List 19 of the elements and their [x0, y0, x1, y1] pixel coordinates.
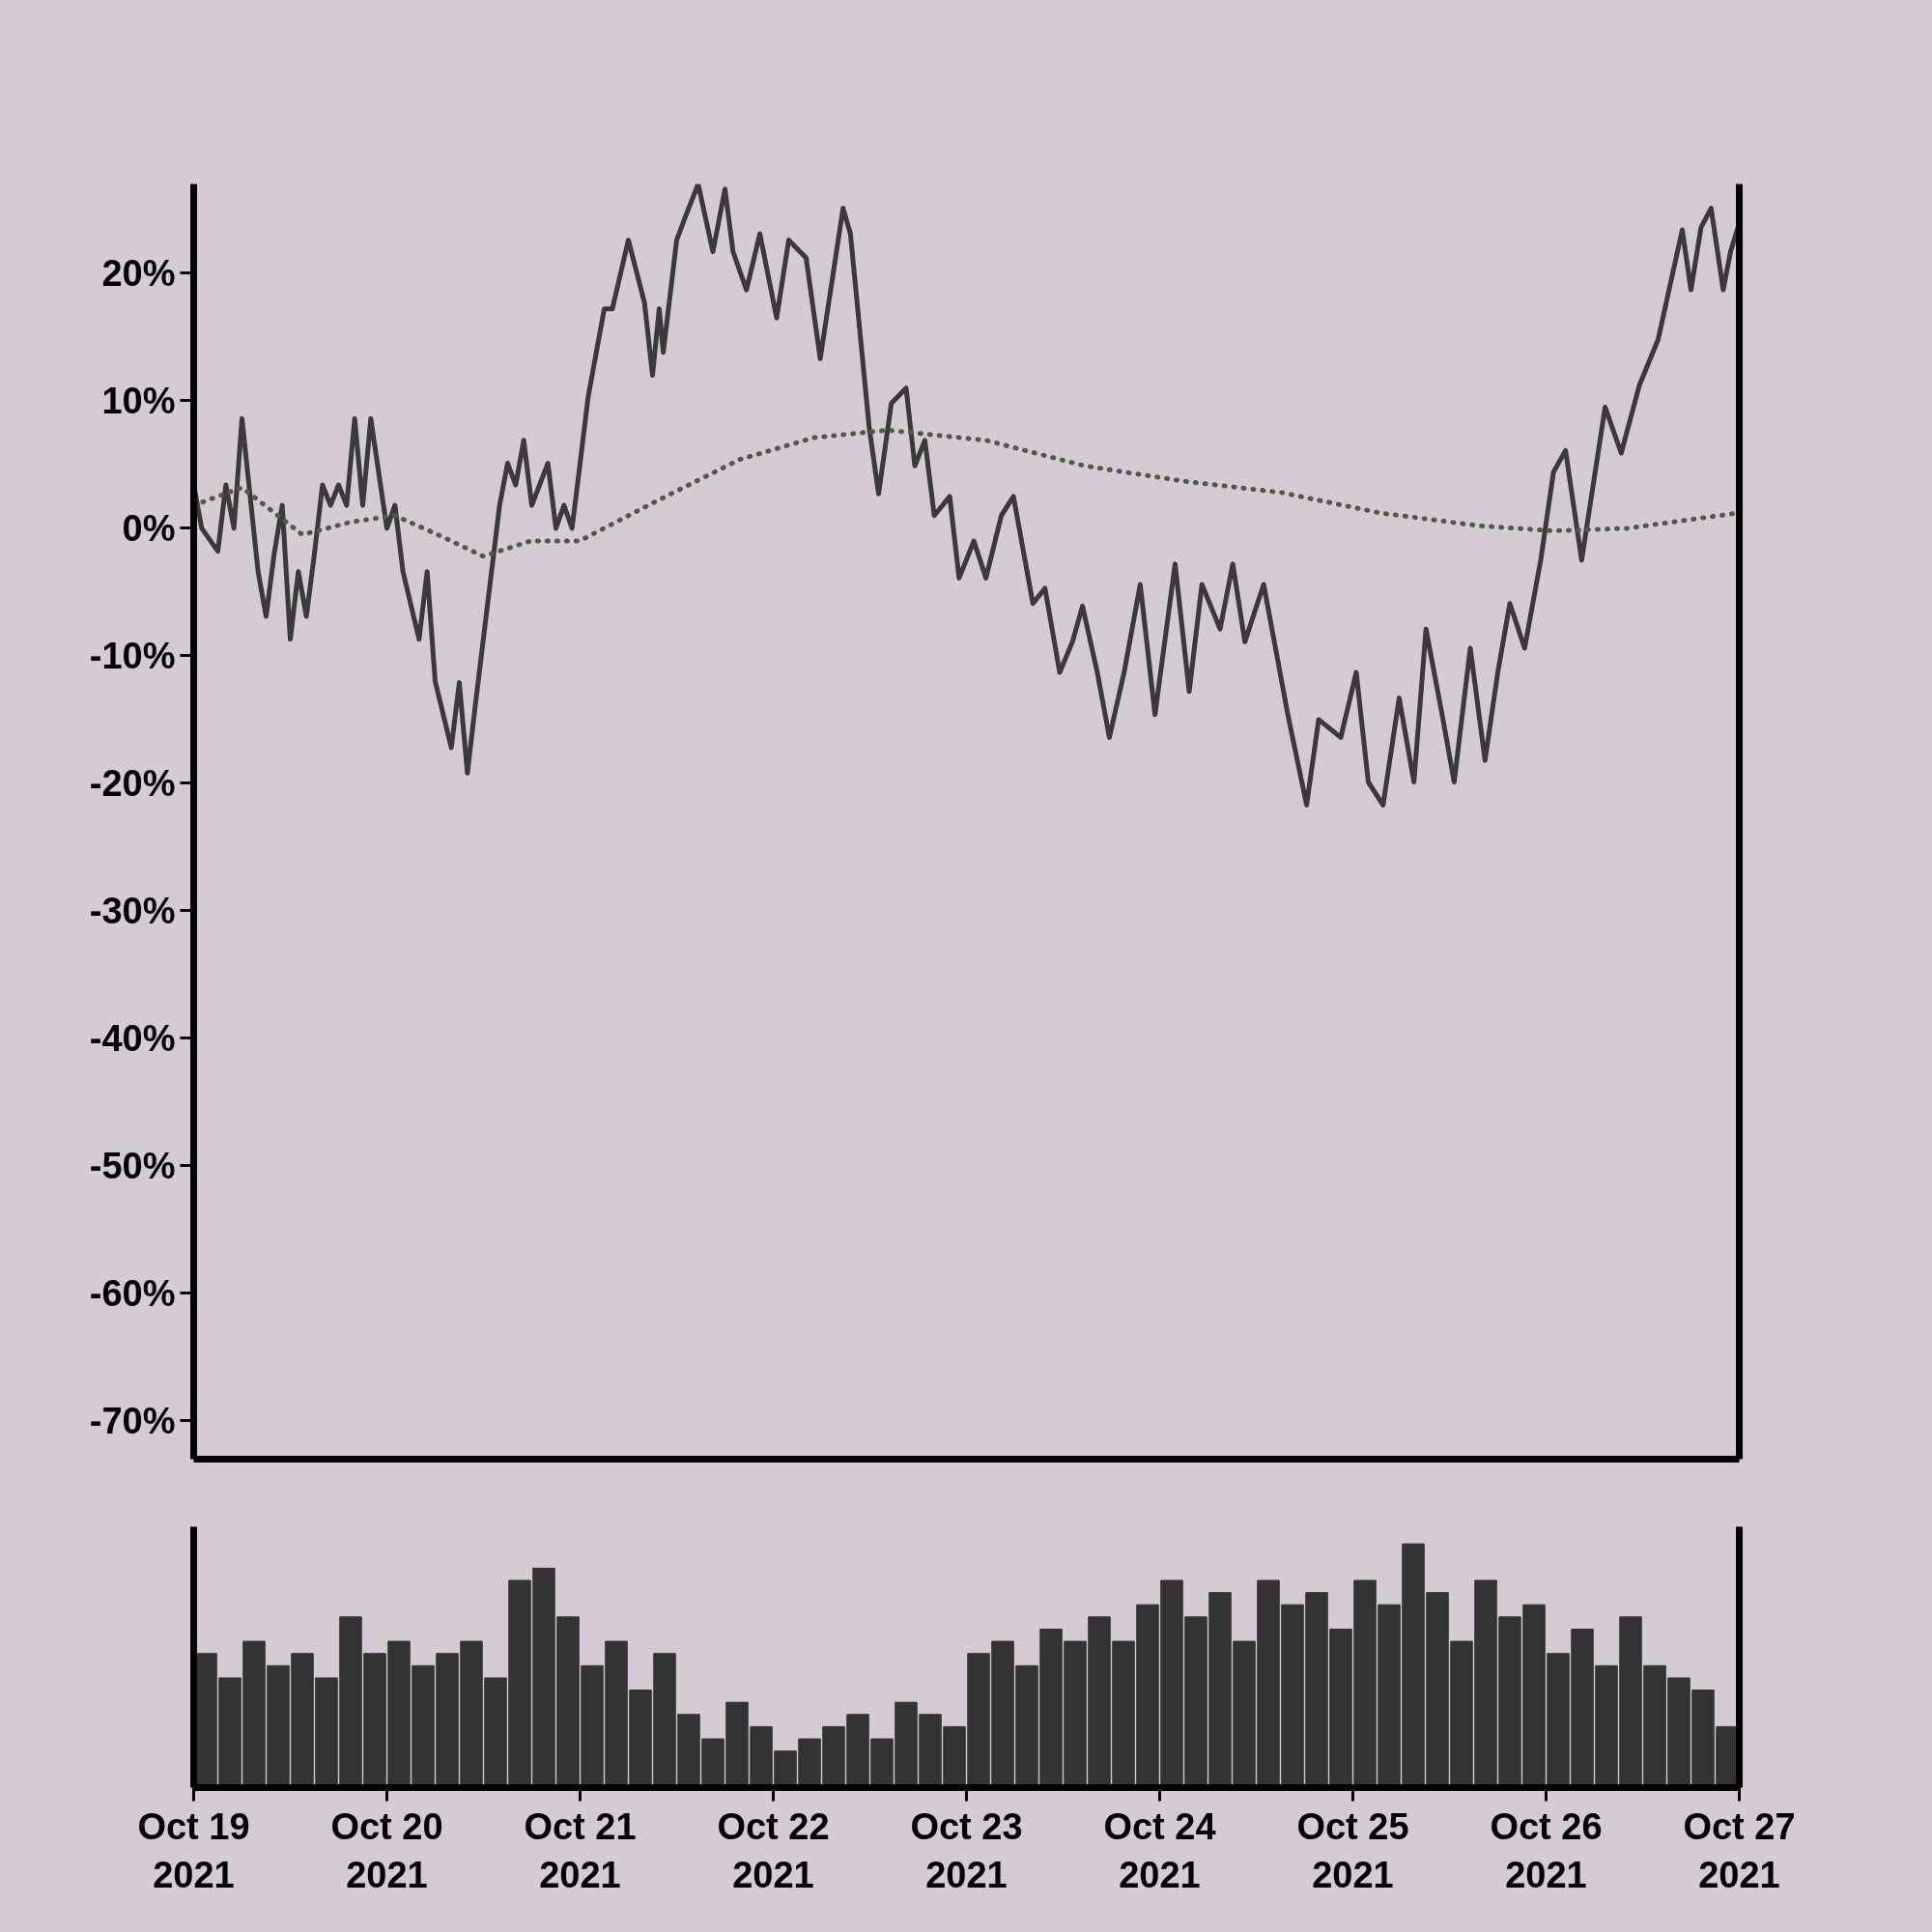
y-tick-label: -50% [89, 1145, 176, 1186]
x-tick-label: Oct 21 2021 [524, 1805, 637, 1895]
y-tick-label: 10% [101, 380, 176, 421]
x-tick-label: Oct 22 2021 [717, 1805, 830, 1895]
y-tick-label: -70% [89, 1400, 176, 1441]
y-tick-label: -40% [89, 1017, 176, 1059]
x-tick-label: Oct 24 2021 [1103, 1805, 1216, 1895]
y-tick-label: -20% [89, 762, 176, 804]
y-tick-label: -30% [89, 890, 176, 931]
x-tick-label: Oct 25 2021 [1296, 1805, 1409, 1895]
x-tick-label: Oct 19 2021 [137, 1805, 250, 1895]
x-tick-label: Oct 27 2021 [1683, 1805, 1796, 1895]
x-tick-label: Oct 20 2021 [330, 1805, 443, 1895]
y-tick-label: 0% [122, 507, 176, 549]
y-tick-label: 20% [101, 252, 176, 294]
y-tick-label: -60% [89, 1272, 176, 1314]
y-tick-label: -10% [89, 635, 176, 676]
x-tick-label: Oct 23 2021 [910, 1805, 1023, 1895]
x-tick-label: Oct 26 2021 [1490, 1805, 1603, 1895]
